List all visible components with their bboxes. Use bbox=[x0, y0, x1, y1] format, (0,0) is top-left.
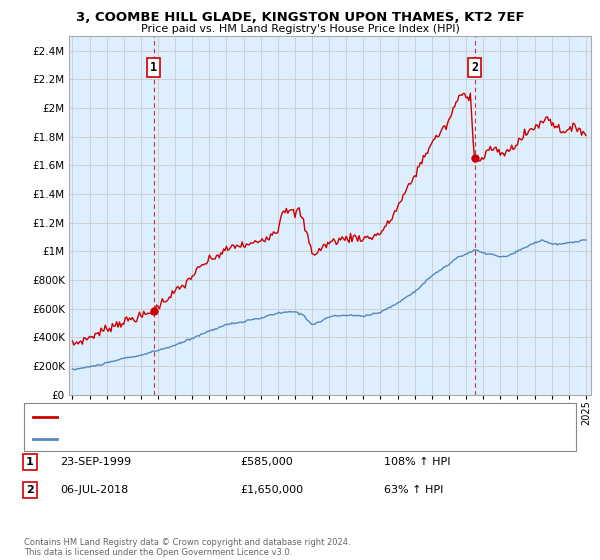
Text: £1,650,000: £1,650,000 bbox=[240, 485, 303, 495]
Text: 3, COOMBE HILL GLADE, KINGSTON UPON THAMES, KT2 7EF (detached house): 3, COOMBE HILL GLADE, KINGSTON UPON THAM… bbox=[60, 412, 450, 422]
Text: 63% ↑ HPI: 63% ↑ HPI bbox=[384, 485, 443, 495]
Text: Price paid vs. HM Land Registry's House Price Index (HPI): Price paid vs. HM Land Registry's House … bbox=[140, 24, 460, 34]
Text: HPI: Average price, detached house, Kingston upon Thames: HPI: Average price, detached house, King… bbox=[60, 434, 359, 444]
Text: 06-JUL-2018: 06-JUL-2018 bbox=[60, 485, 128, 495]
Text: 3, COOMBE HILL GLADE, KINGSTON UPON THAMES, KT2 7EF: 3, COOMBE HILL GLADE, KINGSTON UPON THAM… bbox=[76, 11, 524, 24]
Text: 23-SEP-1999: 23-SEP-1999 bbox=[60, 457, 131, 467]
Text: 2: 2 bbox=[471, 62, 478, 74]
Text: 1: 1 bbox=[150, 62, 157, 74]
Text: 108% ↑ HPI: 108% ↑ HPI bbox=[384, 457, 451, 467]
Text: 2: 2 bbox=[26, 485, 34, 495]
Text: 1: 1 bbox=[26, 457, 34, 467]
Text: £585,000: £585,000 bbox=[240, 457, 293, 467]
Text: Contains HM Land Registry data © Crown copyright and database right 2024.
This d: Contains HM Land Registry data © Crown c… bbox=[24, 538, 350, 557]
